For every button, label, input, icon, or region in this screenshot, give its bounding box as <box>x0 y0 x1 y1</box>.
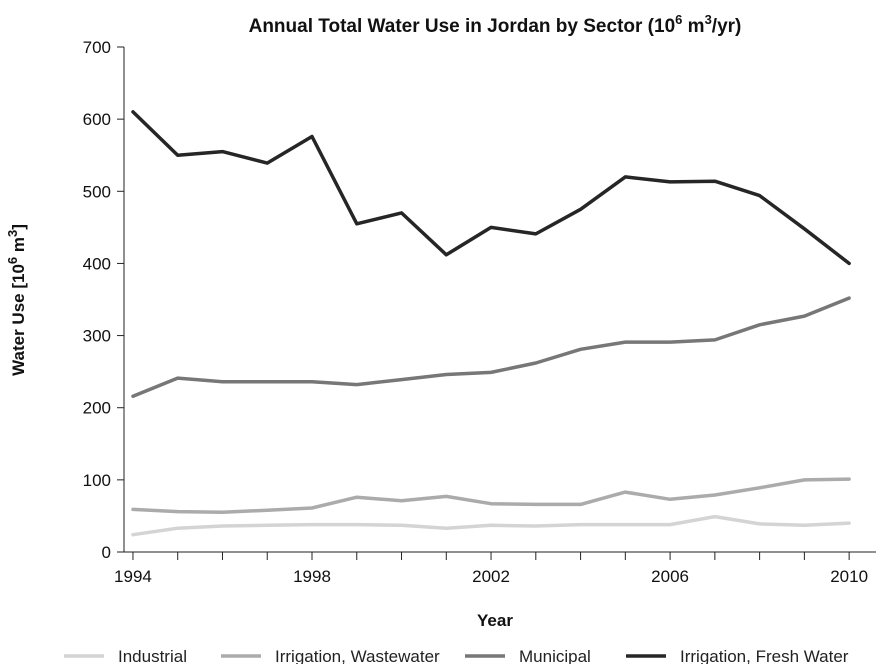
series-line-irrigation-fresh-water <box>131 110 851 266</box>
series-lines <box>131 110 851 537</box>
x-tick-label: 2002 <box>472 567 510 586</box>
y-axis-title: Water Use [106 m3] <box>5 224 28 376</box>
x-tick-label: 2010 <box>830 567 868 586</box>
x-tick-label: 1994 <box>114 567 152 586</box>
series-line-municipal <box>131 296 851 398</box>
x-axis-title: Year <box>477 611 513 630</box>
legend-label: Municipal <box>519 647 591 664</box>
legend-item-irrigation-fresh-water: Irrigation, Fresh Water <box>626 647 849 664</box>
legend: Industrial Irrigation, Wastewater Municipa… <box>64 647 849 664</box>
legend-label: Irrigation, Fresh Water <box>680 647 849 664</box>
x-tick-label: 1998 <box>293 567 331 586</box>
legend-item-irrigation-wastewater: Irrigation, Wastewater <box>221 647 440 664</box>
y-tick-label: 600 <box>83 110 111 129</box>
legend-item-industrial: Industrial <box>64 647 187 664</box>
legend-label: Irrigation, Wastewater <box>275 647 440 664</box>
y-tick-label: 200 <box>83 399 111 418</box>
legend-item-municipal: Municipal <box>465 647 591 664</box>
y-tick-label: 400 <box>83 254 111 273</box>
y-tick-label: 700 <box>83 38 111 57</box>
series-line-industrial <box>131 514 851 537</box>
chart-title: Annual Total Water Use in Jordan by Sect… <box>249 12 742 37</box>
y-tick-label: 100 <box>83 471 111 490</box>
series-line-irrigation-wastewater <box>131 477 851 515</box>
y-tick-label: 500 <box>83 182 111 201</box>
legend-label: Industrial <box>118 647 187 664</box>
y-tick-label: 300 <box>83 327 111 346</box>
axes: 0 100 200 300 400 500 600 700 1994 1998 2002 2006 20… <box>83 38 876 586</box>
y-tick-label: 0 <box>102 543 111 562</box>
x-tick-label: 2006 <box>651 567 689 586</box>
